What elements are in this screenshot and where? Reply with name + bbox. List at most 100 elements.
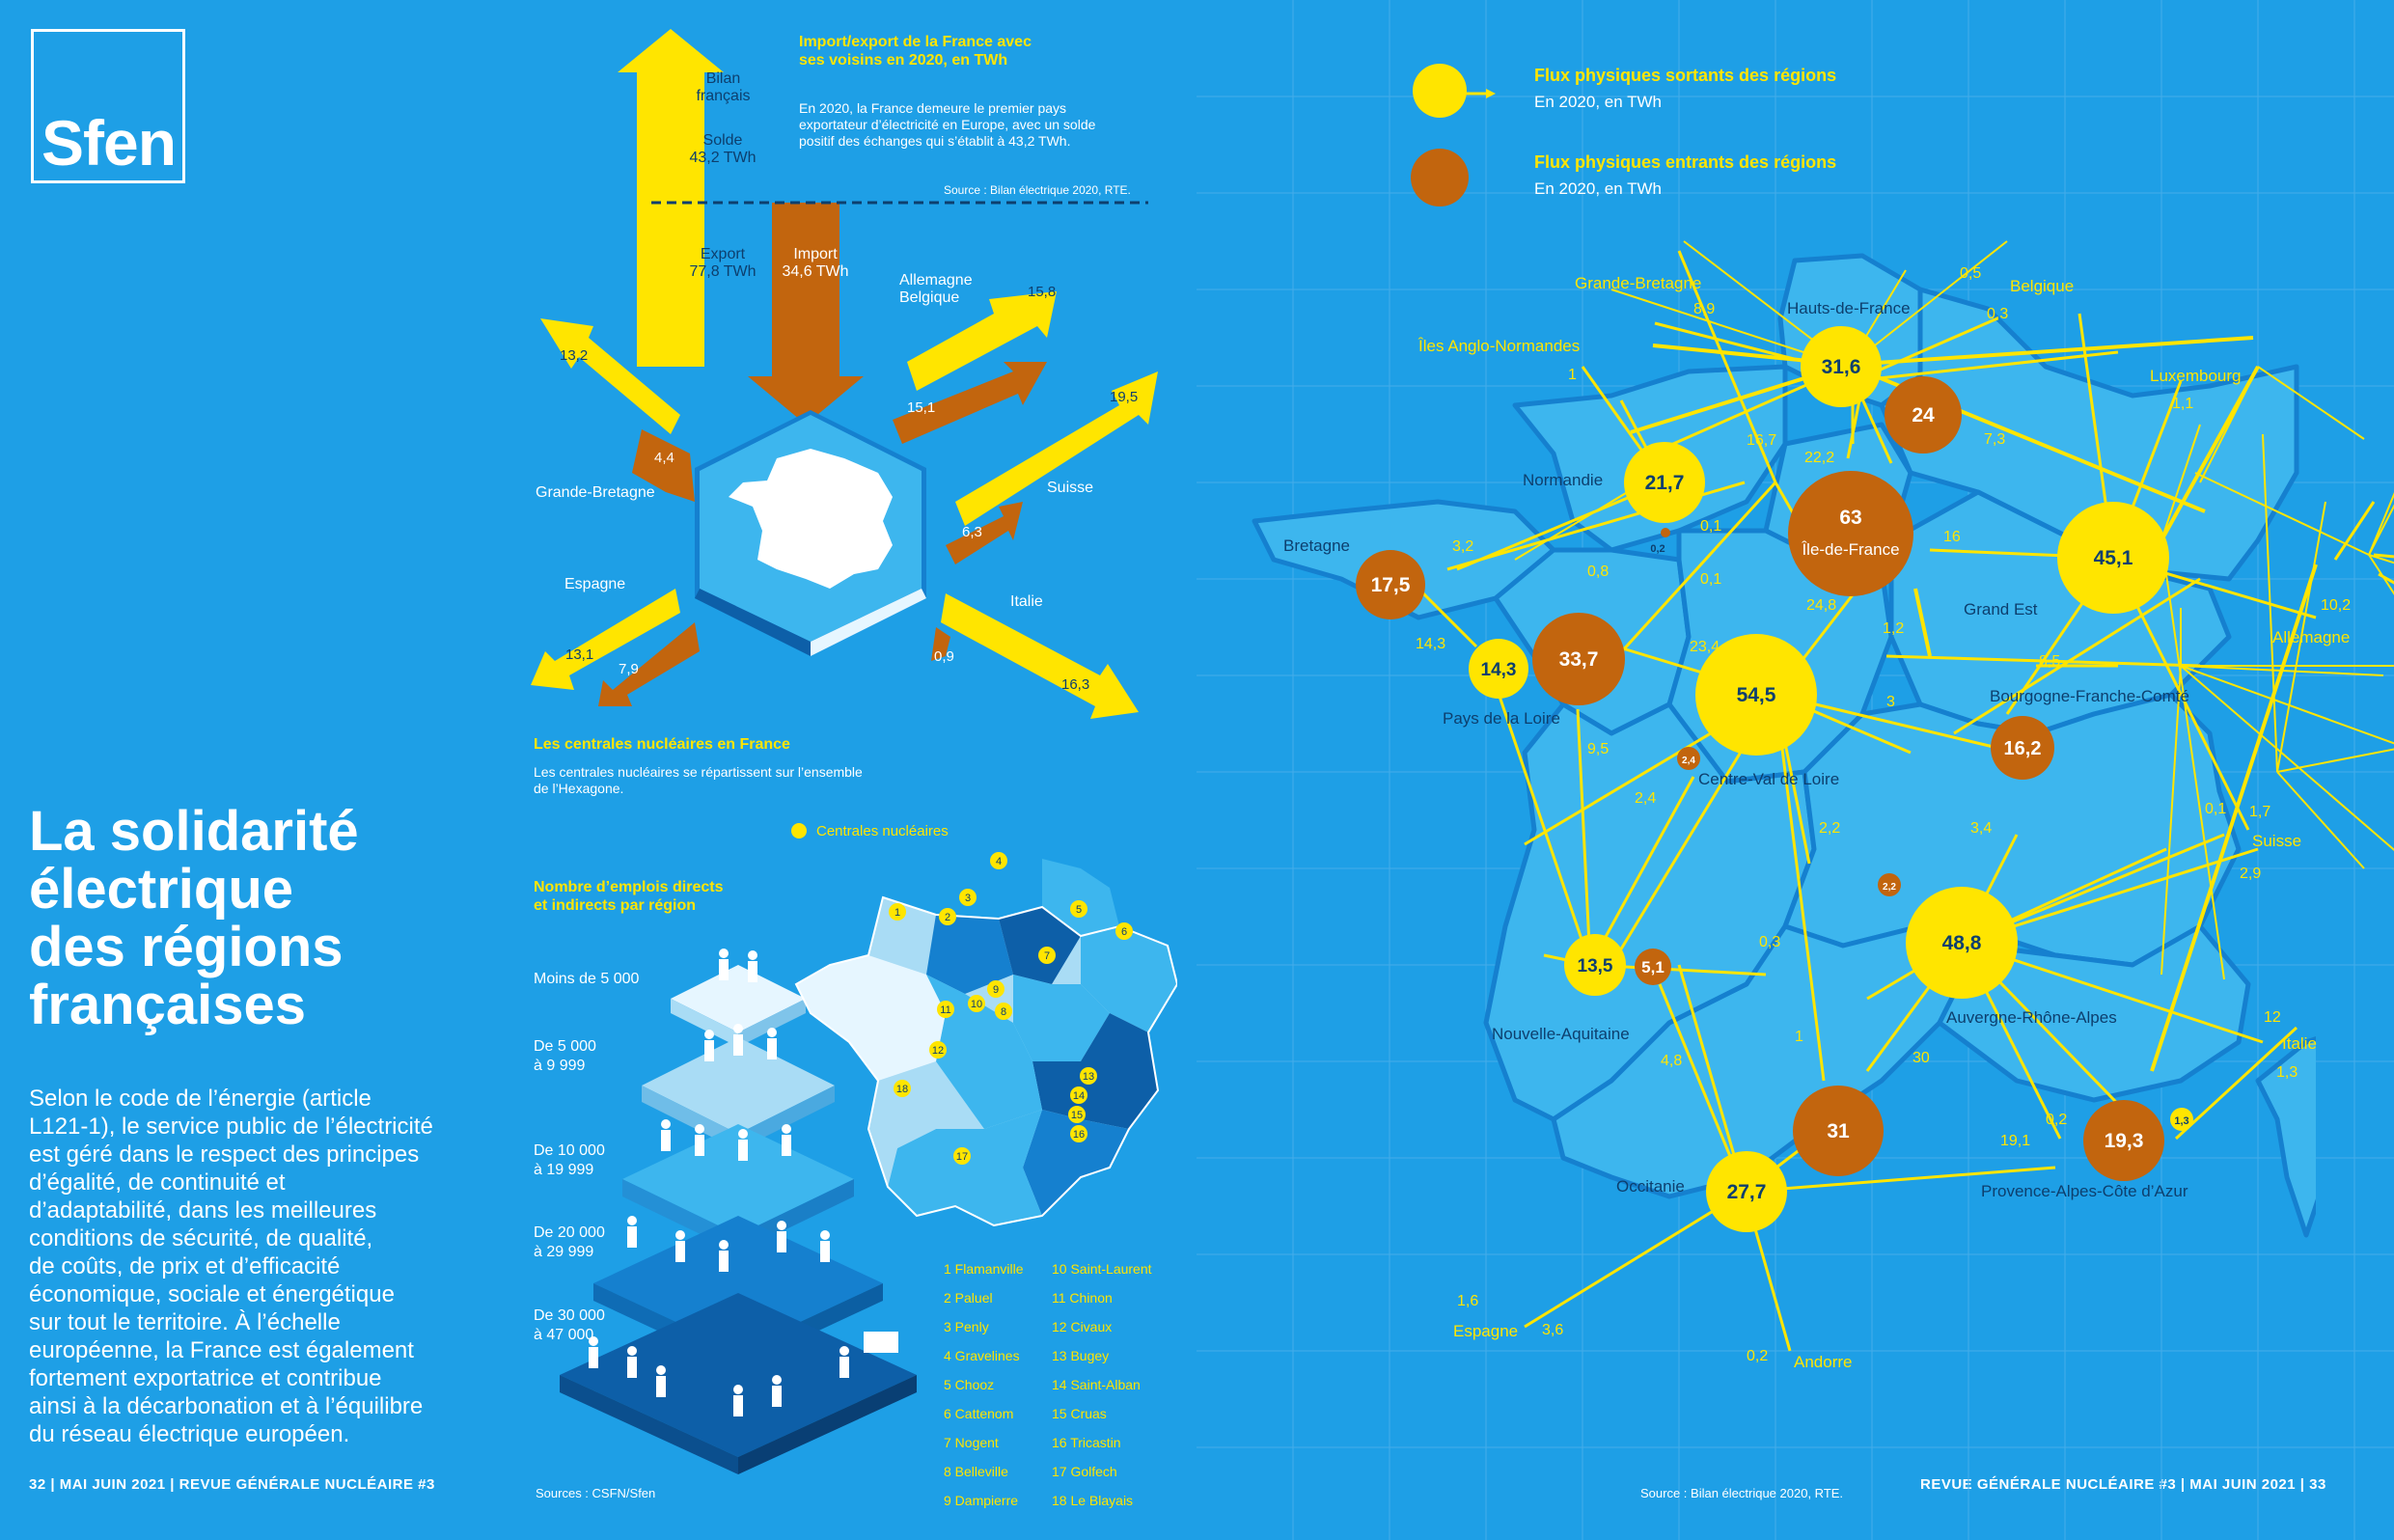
plant-list-item: 10 Saint-Laurent: [1052, 1261, 1152, 1277]
flow-value: 10,2: [2321, 597, 2352, 614]
country-line: Belgique: [899, 289, 960, 306]
body-line: ainsi à la décarbonation et à l’équilibr…: [29, 1393, 424, 1419]
flow-value: 0,8: [1587, 564, 1610, 580]
import-label: Import 34,6 TWh: [772, 246, 859, 281]
title-line: électrique: [29, 858, 293, 921]
import-export-diagram: [531, 29, 1158, 719]
employment-pyramid: [560, 949, 917, 1474]
import-export-desc: En 2020, la France demeure le premier pa…: [799, 100, 1095, 150]
flow-value: 12: [2264, 1009, 2281, 1026]
bubble-out-pays-de-la-loire: [1469, 639, 1528, 699]
bubble-out-value: 48,8: [1942, 932, 1982, 954]
country-label: Andorre: [1794, 1353, 1853, 1371]
france-silhouette: [729, 449, 893, 589]
bubble-in-tiny: [1661, 528, 1670, 537]
plant-list-item: 4 Gravelines: [944, 1348, 1020, 1363]
flow-value: 0,2: [2046, 1112, 2068, 1128]
bilan-line: Bilan: [705, 70, 741, 87]
country-label: Suisse: [2252, 832, 2302, 850]
desc-line: Les centrales nucléaires se répartissent…: [534, 764, 863, 780]
plant-marker: 2: [945, 912, 950, 923]
bubble-out-value: 14,3: [1481, 660, 1517, 680]
sfen-logo: Sfen: [31, 29, 185, 183]
bubble-in-value: 16,2: [2004, 738, 2042, 759]
es-import-arrow: [598, 622, 700, 706]
country-label: Italie: [2282, 1034, 2317, 1053]
flow-value: 2,4: [1635, 790, 1657, 807]
region-label: Normandie: [1523, 471, 1604, 489]
emplois-heading: Nombre d’emplois directs et indirects pa…: [534, 878, 724, 915]
bubble-in-pays-de-la-loire: [1532, 613, 1625, 705]
plant-marker: 12: [932, 1045, 944, 1057]
plant-list-item: 6 Cattenom: [944, 1406, 1014, 1421]
tier-2-platform: [642, 1037, 835, 1150]
flow-value: 0,5: [1960, 265, 1982, 282]
footer-left: 32 | MAI JUIN 2021 | REVUE GÉNÉRALE NUCL…: [29, 1476, 435, 1493]
region-label: Occitanie: [1616, 1177, 1685, 1196]
bubble-in-value: 17,5: [1371, 574, 1411, 596]
flow-value: 0,1: [1700, 518, 1722, 535]
body-line: Selon le code de l’énergie (article: [29, 1086, 371, 1112]
flow-value: 1,6: [1457, 1293, 1479, 1309]
heading-line: et indirects par région: [534, 897, 697, 914]
country-label: Îles Anglo-Normandes: [1418, 337, 1581, 355]
flow-value: 14,3: [1416, 636, 1446, 652]
desc-line: positif des échanges qui s’établit à 43,…: [799, 133, 1071, 149]
bubble-in-bourgogne-franche-comte: [1991, 716, 2054, 780]
export-arrow: [618, 29, 724, 367]
body-line: du réseau électrique européen.: [29, 1421, 350, 1447]
heading-line: Nombre d’emplois directs: [534, 879, 724, 895]
tier-line: De 30 000: [534, 1307, 605, 1324]
country-label: Luxembourg: [2150, 367, 2242, 385]
logo-text: Sfen: [41, 107, 177, 179]
centrales-heading: Les centrales nucléaires en France: [534, 736, 790, 753]
flow-value: 2,2: [1819, 820, 1841, 837]
bubble-in-value: 2,4: [1682, 756, 1695, 766]
flow-value: 9,5: [1587, 741, 1610, 757]
gb-import-arrow: [632, 429, 695, 502]
title-line: françaises: [29, 974, 306, 1036]
centrale-legend-label: Centrales nucléaires: [816, 823, 949, 839]
de-import-arrow: [893, 362, 1047, 444]
bubble-out-value: 21,7: [1645, 472, 1685, 494]
ch-import-value: 6,3: [962, 524, 982, 540]
plant-marker: 1: [894, 907, 900, 919]
desc-line: En 2020, la France demeure le premier pa…: [799, 100, 1067, 116]
ch-export-value: 19,5: [1110, 389, 1139, 405]
tier-line: à 19 999: [534, 1162, 594, 1178]
ch-export-arrow: [955, 371, 1158, 526]
legend-in-title: Flux physiques entrants des régions: [1534, 152, 1837, 172]
tier-line: à 47 000: [534, 1327, 594, 1343]
body-line: de coûts, de prix et d’efficacité: [29, 1253, 341, 1279]
bubble-out-corse: [2170, 1108, 2193, 1131]
legend-in-sub: En 2020, en TWh: [1534, 179, 1662, 198]
gb-import-value: 4,4: [654, 450, 674, 466]
bubble-in-occitanie: [1793, 1086, 1884, 1176]
region-label: Nouvelle-Aquitaine: [1492, 1025, 1630, 1043]
flow-value: 16,7: [1747, 432, 1777, 449]
flow-value: 23,4: [1690, 639, 1720, 655]
country-allemagne-belgique: Allemagne Belgique: [899, 272, 973, 307]
bubble-in-small: [1878, 873, 1901, 896]
region-ile-de-france-label: Île-de-France: [1802, 540, 1900, 559]
export-line: 77,8 TWh: [689, 263, 757, 280]
flow-value: 3,6: [1542, 1322, 1564, 1338]
country-espagne: Espagne: [564, 576, 626, 592]
bubble-in-small: [1677, 747, 1700, 770]
bubble-out-normandie: [1624, 442, 1705, 523]
plant-list-item: 17 Golfech: [1052, 1464, 1117, 1479]
es-export-arrow: [531, 589, 680, 690]
bilan-label: Bilan français: [687, 70, 759, 105]
plant-marker: 9: [993, 984, 999, 996]
plant-list-item: 18 Le Blayais: [1052, 1493, 1134, 1508]
it-export-value: 16,3: [1061, 676, 1090, 693]
tier-5-platform: [560, 1293, 917, 1474]
heading-line: Import/export de la France avec: [799, 34, 1032, 50]
flow-value: 1,1: [2172, 396, 2194, 412]
flow-value: 1,3: [2276, 1064, 2298, 1081]
body-line: L121-1), le service public de l’électric…: [29, 1114, 433, 1140]
tier-label-2: De 5 000 à 9 999: [534, 1037, 596, 1076]
bilan-line: français: [696, 88, 751, 104]
bubble-in-value: 31: [1827, 1120, 1850, 1142]
